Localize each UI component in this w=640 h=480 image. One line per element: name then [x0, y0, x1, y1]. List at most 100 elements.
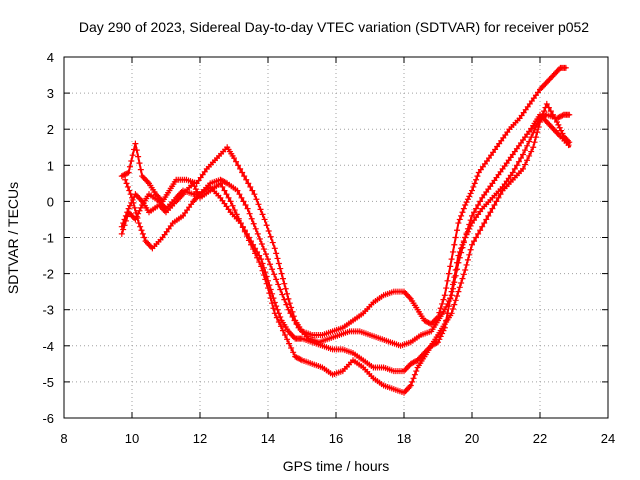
data-point	[517, 155, 524, 162]
data-point	[130, 199, 137, 206]
data-point	[129, 194, 135, 201]
data-point	[451, 301, 458, 308]
data-point	[497, 191, 504, 198]
data-point	[250, 220, 257, 227]
data-point	[528, 148, 535, 155]
data-point	[483, 216, 490, 223]
data-point	[526, 138, 533, 145]
data-point	[556, 124, 563, 131]
data-point	[282, 331, 288, 338]
data-point	[524, 157, 531, 164]
data-point	[485, 212, 492, 219]
data-point	[275, 281, 282, 288]
data-point	[233, 158, 240, 165]
data-point	[447, 295, 454, 302]
data-point	[234, 187, 241, 194]
data-point	[489, 205, 496, 212]
data-point	[269, 239, 276, 246]
data-point	[473, 205, 480, 212]
data-point	[274, 306, 281, 313]
data-point	[522, 147, 529, 154]
data-point	[251, 191, 258, 198]
data-point	[441, 306, 448, 313]
series-track-c	[118, 64, 569, 338]
data-point	[458, 212, 465, 219]
data-point	[291, 317, 298, 324]
data-point	[136, 160, 143, 167]
data-point	[464, 225, 471, 232]
data-point	[271, 245, 278, 252]
data-point	[257, 206, 264, 213]
data-point	[463, 230, 470, 237]
data-point	[126, 202, 133, 209]
data-point	[126, 163, 133, 170]
data-point	[127, 191, 134, 198]
data-point	[256, 259, 263, 266]
data-point	[445, 298, 452, 305]
y-tick-label: 2	[47, 122, 54, 137]
x-tick-label: 20	[465, 431, 479, 446]
y-tick-label: 4	[47, 50, 54, 65]
data-point	[253, 196, 260, 203]
data-point	[281, 280, 288, 287]
data-point	[282, 285, 289, 292]
data-point	[460, 205, 467, 212]
data-point	[558, 127, 565, 134]
data-point	[266, 290, 273, 297]
data-point	[459, 209, 466, 216]
data-point	[121, 216, 128, 223]
data-point	[531, 139, 538, 146]
data-point	[449, 305, 456, 312]
data-point	[475, 202, 482, 209]
data-point	[270, 305, 277, 312]
data-point	[493, 198, 500, 205]
series-line	[124, 113, 572, 347]
data-point	[259, 211, 266, 218]
data-point	[223, 191, 230, 198]
data-point	[454, 292, 461, 299]
data-point	[462, 266, 469, 273]
data-point	[239, 224, 246, 231]
data-point	[263, 280, 270, 287]
data-point	[239, 169, 246, 176]
data-point	[277, 313, 284, 320]
series-track-b	[118, 100, 573, 396]
data-point	[454, 227, 461, 234]
data-point	[407, 382, 414, 389]
data-point	[532, 134, 539, 141]
data-point	[515, 158, 522, 165]
data-point	[246, 210, 253, 217]
data-point	[273, 314, 280, 321]
data-point	[469, 241, 475, 248]
data-point	[136, 207, 143, 214]
data-point	[459, 244, 466, 251]
data-point	[534, 129, 541, 136]
data-point	[118, 230, 125, 237]
data-point	[118, 223, 125, 230]
data-point	[227, 198, 234, 205]
data-point	[464, 256, 471, 263]
data-point	[467, 190, 474, 197]
data-point	[265, 285, 271, 292]
data-point	[439, 300, 446, 307]
y-tick-label: -1	[42, 231, 54, 246]
data-point	[237, 220, 244, 227]
data-point	[225, 194, 232, 201]
data-point	[449, 248, 456, 255]
data-point	[258, 263, 265, 270]
x-tick-label: 8	[60, 431, 67, 446]
y-tick-label: 3	[47, 86, 54, 101]
data-point	[447, 263, 454, 270]
x-tick-label: 16	[329, 431, 343, 446]
data-point	[562, 64, 569, 71]
data-point	[279, 327, 286, 334]
data-point	[455, 220, 462, 227]
data-point	[133, 147, 140, 154]
data-point	[229, 202, 236, 209]
y-tick-label: -4	[42, 339, 54, 354]
data-point	[463, 261, 470, 268]
y-tick-label: -2	[42, 267, 54, 282]
data-point	[244, 205, 251, 212]
data-point	[267, 295, 274, 302]
